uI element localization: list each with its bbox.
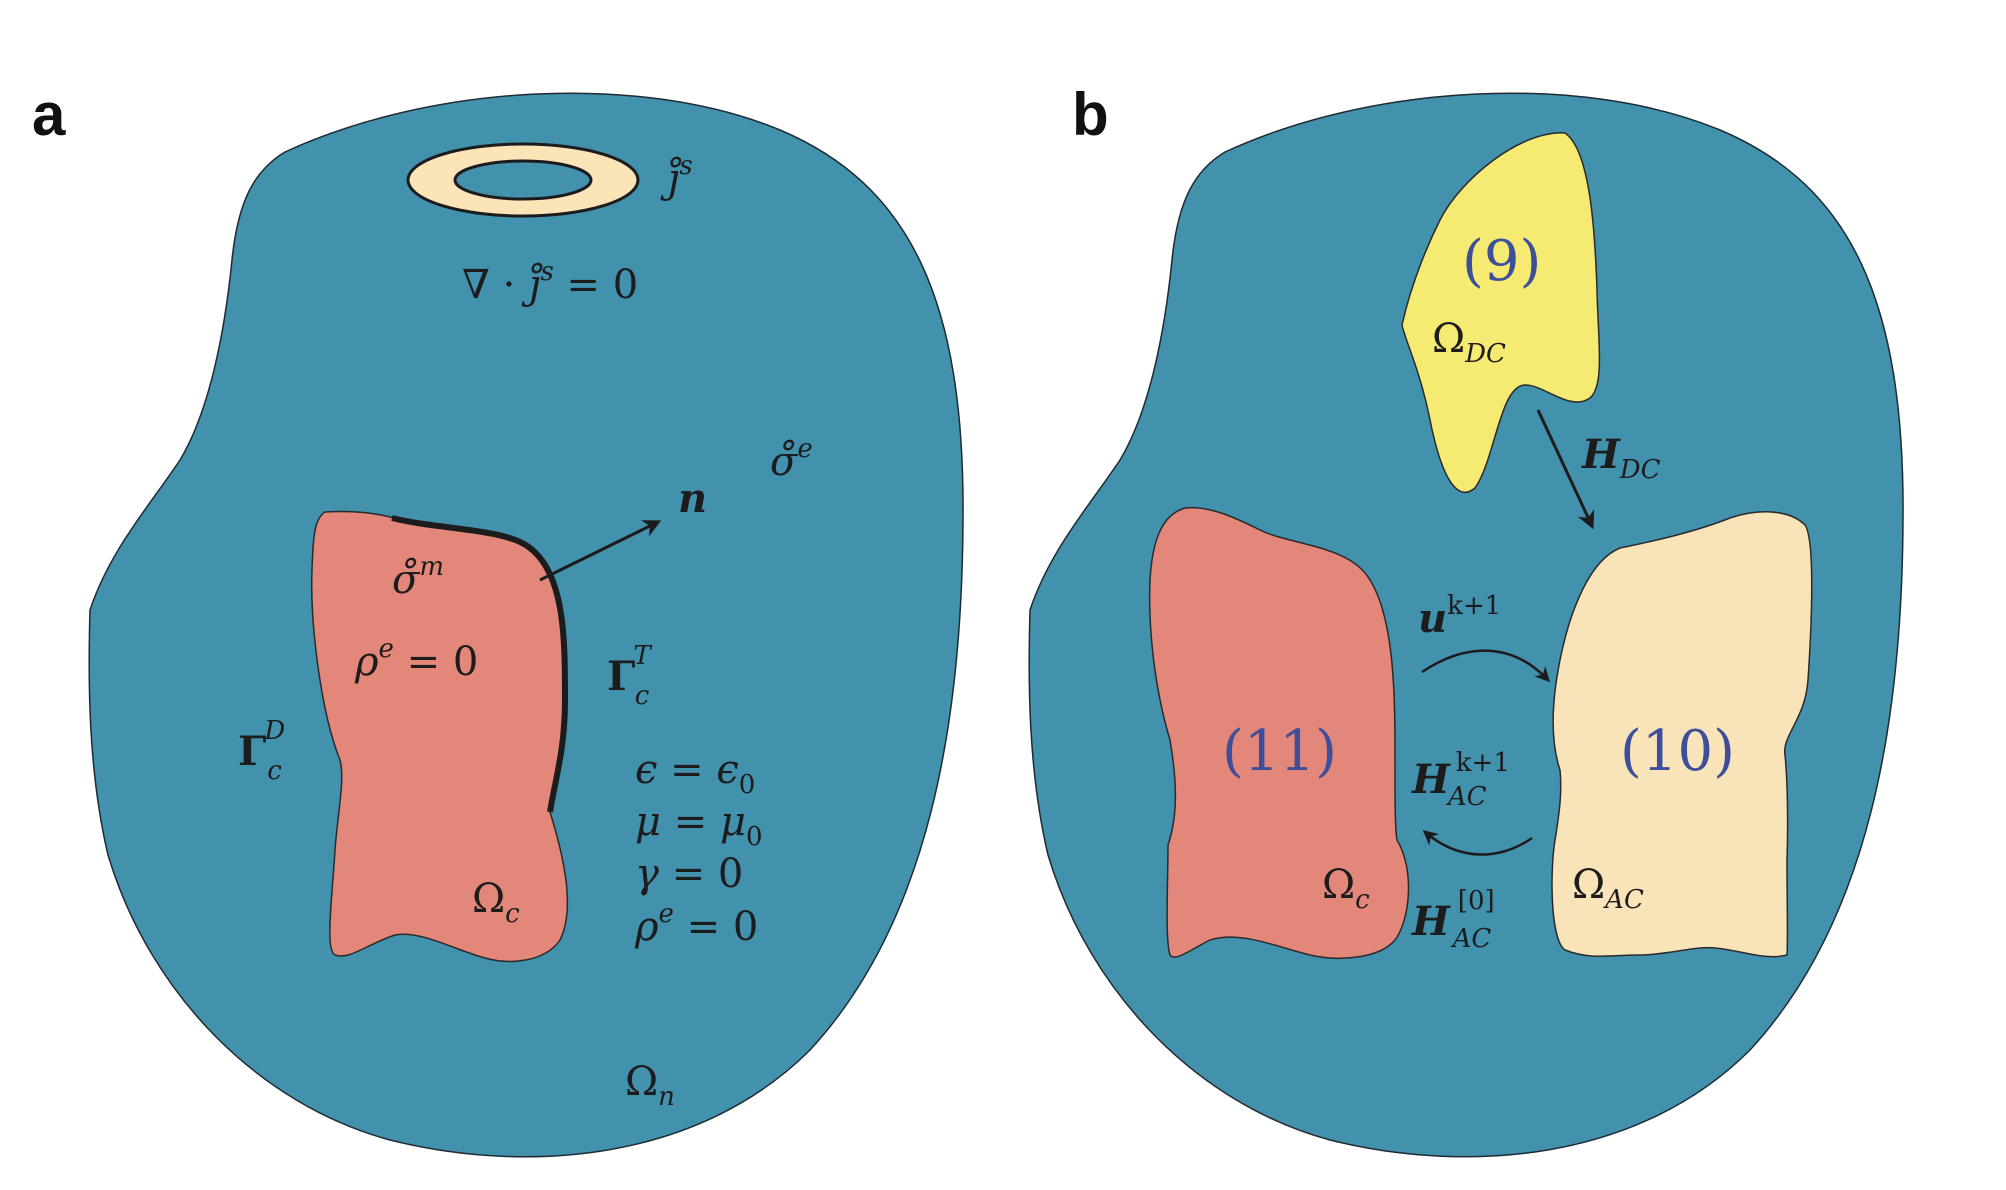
gamma-t-label: ΓT c bbox=[607, 641, 652, 711]
omega-dc-label: ΩDC bbox=[1432, 316, 1506, 369]
divergence-equation: ∇ · j̊s = 0 bbox=[462, 257, 638, 308]
h-dc-label: HDC bbox=[1581, 431, 1661, 485]
material-conditions: ϵ = ϵ0 μ = μ0 γ = 0 ρe = 0 bbox=[634, 747, 763, 950]
omega-ac-label: ΩAC bbox=[1572, 862, 1644, 915]
panel-b-label: b bbox=[1072, 81, 1109, 148]
gamma-d-label: ΓD c bbox=[238, 716, 285, 786]
h-ac-0-label: H [0] AC bbox=[1411, 886, 1495, 954]
rho-conductor-equation: ρe = 0 bbox=[354, 634, 478, 685]
omega-c-b-label: Ωc bbox=[1322, 862, 1370, 915]
equation-10-label: (10) bbox=[1620, 719, 1735, 784]
panel-a: a j̊s ∇ · j̊s = 0 σ̊e n σ̊m ρe = 0 ΓT c Γ… bbox=[32, 81, 964, 1158]
conductor-region-b bbox=[1148, 506, 1410, 959]
condition-gamma: γ = 0 bbox=[635, 851, 743, 897]
normal-arrow bbox=[539, 520, 662, 582]
h-ac-coupling-arrow bbox=[1422, 830, 1533, 856]
gamma-t-boundary bbox=[391, 515, 569, 813]
sigma-e-label: σ̊e bbox=[770, 434, 813, 485]
ac-region bbox=[1551, 511, 1813, 958]
panel-a-label: a bbox=[32, 81, 66, 148]
dc-region bbox=[1401, 132, 1601, 494]
source-coil-hole bbox=[453, 159, 593, 201]
sigma-m-label: σ̊m bbox=[392, 552, 444, 603]
equation-9-label: (9) bbox=[1462, 229, 1541, 294]
normal-label: n bbox=[678, 475, 707, 522]
condition-epsilon: ϵ = ϵ0 bbox=[635, 747, 755, 800]
omega-c-label: Ωc bbox=[472, 876, 520, 929]
condition-rho: ρe = 0 bbox=[634, 899, 758, 950]
omega-n-label: Ωn bbox=[625, 1059, 675, 1112]
h-dc-arrow bbox=[1536, 409, 1595, 530]
condition-mu: μ = μ0 bbox=[635, 799, 763, 852]
u-coupling-arrow bbox=[1421, 649, 1551, 683]
equation-11-label: (11) bbox=[1222, 719, 1337, 784]
u-k1-label: uk+1 bbox=[1418, 591, 1501, 642]
